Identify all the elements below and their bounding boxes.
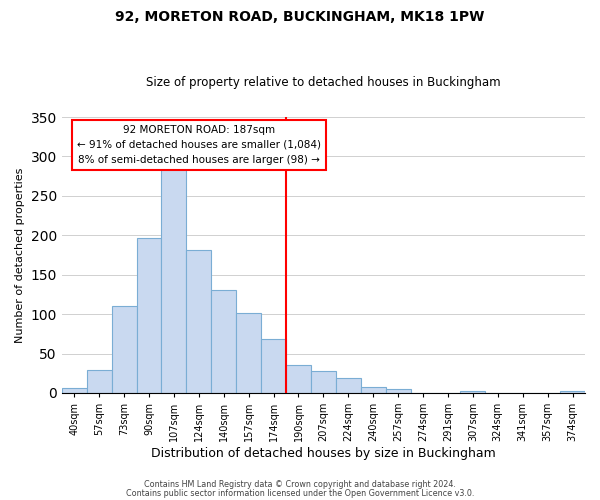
Bar bbox=[62, 388, 87, 393]
Bar bbox=[137, 238, 161, 393]
Y-axis label: Number of detached properties: Number of detached properties bbox=[15, 168, 25, 342]
Bar bbox=[386, 389, 410, 393]
Bar bbox=[286, 366, 311, 393]
Bar bbox=[211, 290, 236, 393]
Text: Contains public sector information licensed under the Open Government Licence v3: Contains public sector information licen… bbox=[126, 490, 474, 498]
Bar bbox=[236, 314, 261, 393]
X-axis label: Distribution of detached houses by size in Buckingham: Distribution of detached houses by size … bbox=[151, 447, 496, 460]
Text: Contains HM Land Registry data © Crown copyright and database right 2024.: Contains HM Land Registry data © Crown c… bbox=[144, 480, 456, 489]
Bar bbox=[460, 392, 485, 393]
Bar bbox=[560, 392, 585, 393]
Text: 92, MORETON ROAD, BUCKINGHAM, MK18 1PW: 92, MORETON ROAD, BUCKINGHAM, MK18 1PW bbox=[115, 10, 485, 24]
Bar bbox=[112, 306, 137, 393]
Bar bbox=[261, 340, 286, 393]
Title: Size of property relative to detached houses in Buckingham: Size of property relative to detached ho… bbox=[146, 76, 501, 90]
Text: 92 MORETON ROAD: 187sqm
← 91% of detached houses are smaller (1,084)
8% of semi-: 92 MORETON ROAD: 187sqm ← 91% of detache… bbox=[77, 125, 321, 164]
Bar bbox=[87, 370, 112, 393]
Bar bbox=[187, 250, 211, 393]
Bar bbox=[311, 371, 336, 393]
Bar bbox=[361, 386, 386, 393]
Bar bbox=[336, 378, 361, 393]
Bar bbox=[161, 164, 187, 393]
